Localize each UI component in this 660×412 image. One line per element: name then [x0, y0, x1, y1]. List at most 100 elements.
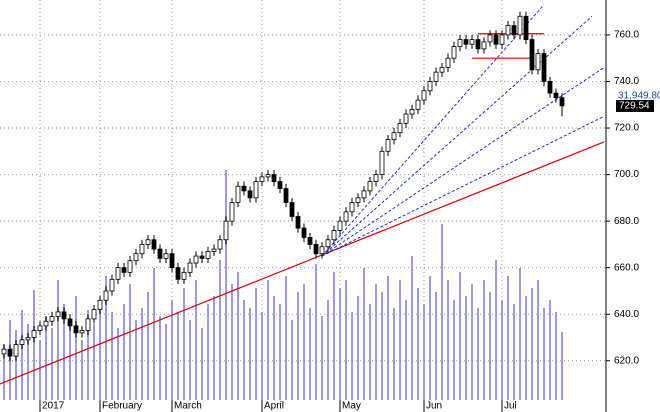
candle-body — [157, 248, 163, 259]
x-tick-label: April — [264, 401, 284, 412]
price-label-box — [616, 100, 654, 112]
candle-body — [79, 330, 85, 334]
volume-bar — [159, 316, 161, 400]
volume-bar — [93, 324, 95, 400]
volume-bar — [207, 304, 209, 400]
candle-body — [139, 244, 145, 255]
y-tick-label: 720.0 — [614, 123, 639, 134]
volume-bar — [237, 272, 239, 400]
volume-bar — [477, 308, 479, 400]
x-tick-label: February — [102, 401, 142, 412]
candle-body — [385, 139, 391, 152]
volume-bar — [555, 312, 557, 400]
candle-body — [547, 81, 553, 94]
volume-bar — [333, 272, 335, 400]
volume-bar — [291, 320, 293, 400]
volume-bar — [321, 316, 323, 400]
price-label: 729.54 — [619, 101, 650, 112]
volume-bar — [63, 304, 65, 400]
volume-bar — [285, 276, 287, 400]
volume-bar — [465, 296, 467, 400]
candle-body — [283, 188, 289, 203]
volume-bar — [495, 260, 497, 400]
volume-bar — [231, 284, 233, 400]
candle-body — [301, 227, 307, 238]
candle-body — [349, 202, 355, 213]
candle-body — [259, 176, 265, 182]
candle-body — [115, 267, 121, 280]
volume-bar — [339, 288, 341, 400]
candle-body — [121, 267, 127, 273]
candle-body — [361, 190, 367, 199]
volume-bar — [21, 310, 23, 400]
x-tick-label: May — [342, 401, 361, 412]
candle-body — [541, 53, 547, 82]
candle-body — [433, 71, 439, 82]
volume-bar — [525, 296, 527, 400]
y-tick-label: 620.0 — [614, 355, 639, 366]
candle-body — [439, 67, 445, 73]
candle-body — [103, 290, 109, 301]
volume-bar — [351, 312, 353, 400]
y-tick-label: 760.0 — [614, 30, 639, 41]
volume-bar — [39, 340, 41, 400]
volume-bar — [45, 316, 47, 400]
candle-body — [181, 271, 187, 280]
candle-body — [481, 41, 487, 50]
candle-body — [295, 216, 301, 229]
candle-body — [553, 92, 559, 99]
volume-bar — [177, 312, 179, 400]
candle-body — [355, 197, 361, 203]
candle-body — [169, 253, 175, 269]
candle-body — [517, 15, 523, 36]
candle-body — [421, 90, 427, 101]
volume-bar — [165, 324, 167, 400]
candle-body — [49, 316, 55, 322]
volume-bar — [345, 280, 347, 400]
candle-body — [7, 348, 13, 357]
volume-bar — [87, 310, 89, 400]
candle-body — [31, 330, 37, 338]
volume-bar — [435, 292, 437, 400]
x-tick-label: March — [174, 401, 202, 412]
candle-body — [337, 220, 343, 231]
volume-bar — [255, 288, 257, 400]
candle-body — [409, 109, 415, 115]
candle-body — [451, 46, 457, 59]
volume-bar — [111, 312, 113, 400]
volume-bar — [417, 288, 419, 400]
volume-bar — [243, 300, 245, 400]
candle-body — [469, 39, 475, 45]
volume-bar — [81, 340, 83, 400]
volume-bar — [123, 304, 125, 400]
y-tick-label: 700.0 — [614, 169, 639, 180]
volume-bar — [189, 320, 191, 400]
candle-body — [313, 244, 319, 255]
candle-body — [127, 260, 133, 273]
volume-bar — [57, 280, 59, 400]
candle-body — [253, 181, 259, 199]
candle-body — [235, 185, 241, 203]
volume-bar — [303, 284, 305, 400]
candle-body — [25, 337, 31, 341]
volume-bar — [315, 264, 317, 400]
volume-bar — [267, 280, 269, 400]
volume-bar — [381, 292, 383, 400]
candle-body — [379, 150, 385, 175]
candle-body — [265, 174, 271, 178]
volume-bar — [405, 300, 407, 400]
candle-body — [193, 255, 199, 264]
index-value-label: 31,949.80 — [618, 91, 660, 102]
candle-body — [19, 339, 25, 345]
volume-bar — [225, 170, 227, 400]
candle-body — [229, 202, 235, 222]
y-tick-label: 660.0 — [614, 262, 639, 273]
x-tick-label: Jul — [504, 401, 517, 412]
volume-bar — [147, 292, 149, 400]
candle-body — [505, 25, 511, 36]
volume-bar — [459, 272, 461, 400]
candle-body — [535, 53, 541, 71]
candle-body — [343, 211, 349, 222]
x-tick-label: 2017 — [42, 401, 65, 412]
